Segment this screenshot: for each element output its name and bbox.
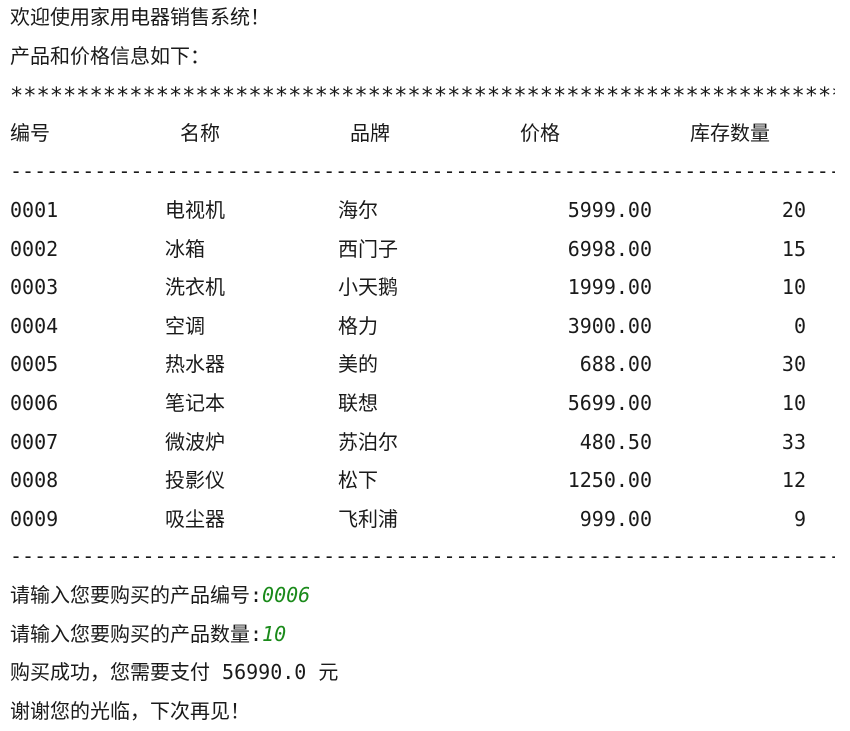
intro-message: 产品和价格信息如下： <box>10 44 210 68</box>
product-brand: 飞利浦 <box>338 506 398 531</box>
product-id: 0001 <box>10 198 59 222</box>
product-stock: 10 <box>781 275 806 300</box>
product-brand: 松下 <box>338 468 378 493</box>
star-divider: ****************************************… <box>10 84 835 109</box>
dash-divider-top: ----------------------------------------… <box>10 159 835 183</box>
product-stock: 0 <box>793 313 806 338</box>
column-header: 编号 <box>10 121 50 145</box>
product-price: 688.00 <box>579 352 652 377</box>
product-stock: 30 <box>781 352 806 377</box>
product-name: 热水器 <box>165 352 225 377</box>
product-name: 吸尘器 <box>165 506 225 531</box>
product-name: 电视机 <box>165 198 225 222</box>
product-id: 0004 <box>10 313 59 338</box>
product-brand: 联想 <box>338 391 378 415</box>
product-id-input[interactable]: 0006 <box>262 583 311 607</box>
quantity-input[interactable]: 10 <box>262 622 287 646</box>
column-header: 名称 <box>180 121 220 145</box>
purchase-result: 购买成功，您需要支付 56990.0 元 <box>10 657 338 687</box>
result-unit: 元 <box>318 660 339 684</box>
product-id: 0002 <box>10 236 59 261</box>
product-brand: 格力 <box>338 313 378 338</box>
result-amount: 56990.0 <box>222 660 307 684</box>
product-stock: 15 <box>781 236 806 261</box>
product-price: 5699.00 <box>567 391 652 415</box>
prompt-label: 请输入您要购买的产品数量: <box>10 622 263 646</box>
product-id: 0008 <box>10 468 59 493</box>
product-id: 0007 <box>10 429 59 454</box>
product-name: 投影仪 <box>165 468 225 493</box>
product-id: 0005 <box>10 352 59 377</box>
product-id: 0003 <box>10 275 59 300</box>
product-stock: 20 <box>781 198 806 222</box>
product-stock: 10 <box>781 391 806 415</box>
product-stock: 33 <box>781 429 806 454</box>
product-stock: 12 <box>781 468 806 493</box>
column-header: 价格 <box>520 121 560 145</box>
column-header: 品牌 <box>350 121 390 145</box>
product-price: 1999.00 <box>567 275 652 300</box>
product-stock: 9 <box>793 506 806 531</box>
prompt-label: 请输入您要购买的产品编号: <box>10 583 263 607</box>
farewell-message: 谢谢您的光临，下次再见！ <box>10 699 250 723</box>
product-price: 3900.00 <box>567 313 652 338</box>
product-price: 6998.00 <box>567 236 652 261</box>
product-price: 5999.00 <box>567 198 652 222</box>
result-text: 购买成功，您需要支付 <box>10 660 210 684</box>
product-price: 480.50 <box>579 429 652 454</box>
product-price: 1250.00 <box>567 468 652 493</box>
product-name: 笔记本 <box>165 391 225 415</box>
product-brand: 小天鹅 <box>338 275 398 300</box>
quantity-prompt: 请输入您要购买的产品数量:10 <box>10 619 286 649</box>
product-name: 冰箱 <box>165 236 205 261</box>
product-id-prompt: 请输入您要购买的产品编号:0006 <box>10 580 310 610</box>
product-brand: 海尔 <box>338 198 378 222</box>
product-name: 空调 <box>165 313 205 338</box>
product-name: 洗衣机 <box>165 275 225 300</box>
product-brand: 西门子 <box>338 236 398 261</box>
column-header: 库存数量 <box>690 121 770 145</box>
product-brand: 美的 <box>338 352 378 377</box>
product-brand: 苏泊尔 <box>338 429 398 454</box>
dash-divider-bottom: ----------------------------------------… <box>10 544 835 568</box>
product-id: 0009 <box>10 506 59 531</box>
product-price: 999.00 <box>579 506 652 531</box>
welcome-message: 欢迎使用家用电器销售系统！ <box>10 5 270 29</box>
product-id: 0006 <box>10 391 59 415</box>
product-name: 微波炉 <box>165 429 225 454</box>
